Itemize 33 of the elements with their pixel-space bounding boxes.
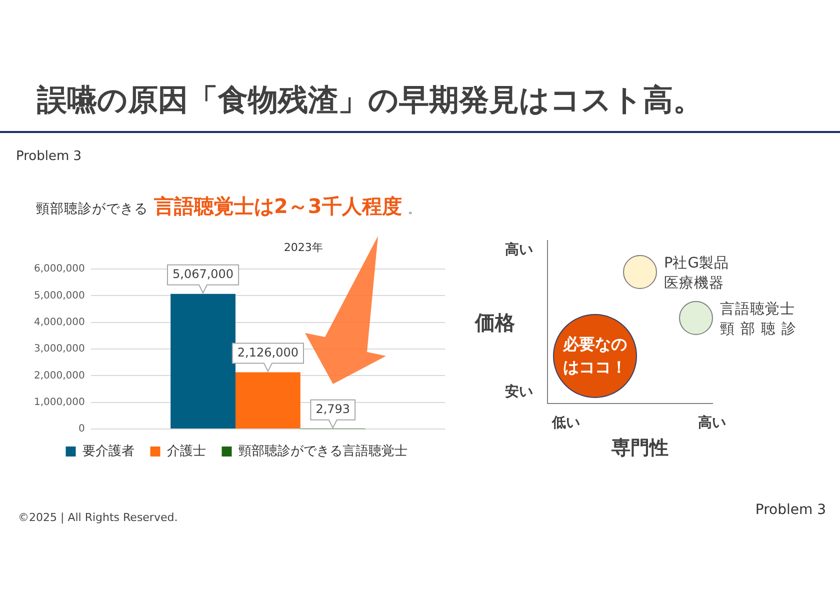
text: はココ！ [563,358,627,378]
data-label: 5,067,000 [172,267,234,282]
text: P社G製品 [664,254,729,272]
text: 医療機器 [664,274,724,292]
text: 安い [505,383,533,401]
text: 高い [698,414,726,432]
text: Problem 3 [755,502,826,518]
legend-label: 要介護者 [82,444,134,459]
y-tick-label: 0 [78,424,85,435]
y-tick-label: 2,000,000 [34,370,85,382]
legend-label: 介護士 [166,444,206,459]
chart-title: 2023年 [284,240,323,254]
data-label: 2,793 [316,402,350,416]
text: 低い [552,414,580,432]
text: 頸部聴診ができる [36,201,148,217]
data-label: 2,126,000 [237,345,298,360]
text: ©2025 | All Rights Reserved. [18,511,178,524]
text: 価格 [475,310,515,336]
y-tick-label: 4,000,000 [34,316,85,328]
y-tick-label: 1,000,000 [34,396,85,408]
y-tick-label: 5,000,000 [34,290,85,302]
text: 必要なの [563,334,627,356]
text: 。 [408,203,419,216]
text: 言語聴覚士は2～3千人程度 [154,194,402,218]
y-tick-label: 3,000,000 [34,344,85,355]
text: 頸部聴診 [720,320,802,338]
text: Problem 3 [16,149,82,164]
text: 専門性 [612,436,668,461]
text: 誤嚥の原因「食物残渣」の早期発見はコスト高。 [37,82,703,120]
y-tick-label: 6,000,000 [34,264,85,275]
text: 高い [505,241,533,259]
legend-label: 頸部聴診ができる言語聴覚士 [238,442,408,459]
text: 言語聴覚士 [720,300,795,318]
